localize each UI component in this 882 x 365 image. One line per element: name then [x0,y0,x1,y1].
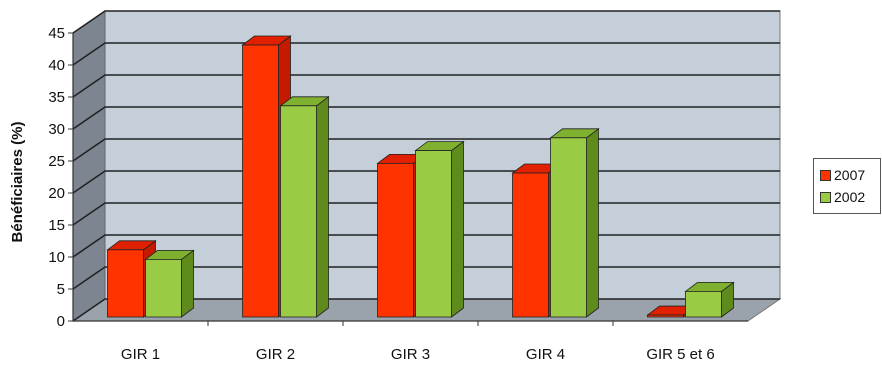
y-tick-label: 5 [57,281,65,298]
bar [647,314,684,318]
bar [280,105,317,318]
x-tick-label: GIR 2 [256,346,295,363]
legend-label-series-1: 2007 [834,167,866,183]
y-tick-label: 35 [48,89,65,106]
legend-swatch-series-1 [820,169,831,181]
y-tick-label: 15 [48,217,65,234]
y-tick-label: 40 [48,57,65,74]
bar [685,290,722,318]
legend-label-series-2: 2002 [834,189,866,205]
legend-swatch-series-2 [820,191,831,203]
x-tick-label: GIR 1 [121,346,160,363]
bar [377,162,414,318]
y-tick-label: 45 [48,25,65,42]
bar-side [586,128,599,318]
bar [512,172,549,318]
x-tick-label: GIR 4 [526,346,565,363]
bar [242,44,279,318]
x-tick-label: GIR 3 [391,346,430,363]
y-tick-label: 10 [48,249,65,266]
y-tick-label: 0 [57,313,65,330]
bar [145,258,182,318]
gridline [72,74,780,98]
bar [107,249,144,318]
bar-side [316,96,329,318]
y-tick-label: 25 [48,153,65,170]
bar [415,150,452,318]
legend-item-series-1: 2007 [820,166,865,184]
chart-legend: 2007 2002 [813,158,881,214]
gridline [72,10,780,34]
legend-item-series-2: 2002 [820,188,865,206]
y-tick-label: 20 [48,185,65,202]
bar [550,137,587,318]
y-tick-label: 30 [48,121,65,138]
y-axis-title: Bénéficiaires (%) [9,122,26,243]
side-wall [72,10,106,322]
gridline [72,106,780,130]
bar-side [181,249,194,318]
bar-side [451,140,464,318]
gridline [72,42,780,66]
x-tick-label: GIR 5 et 6 [646,346,714,363]
